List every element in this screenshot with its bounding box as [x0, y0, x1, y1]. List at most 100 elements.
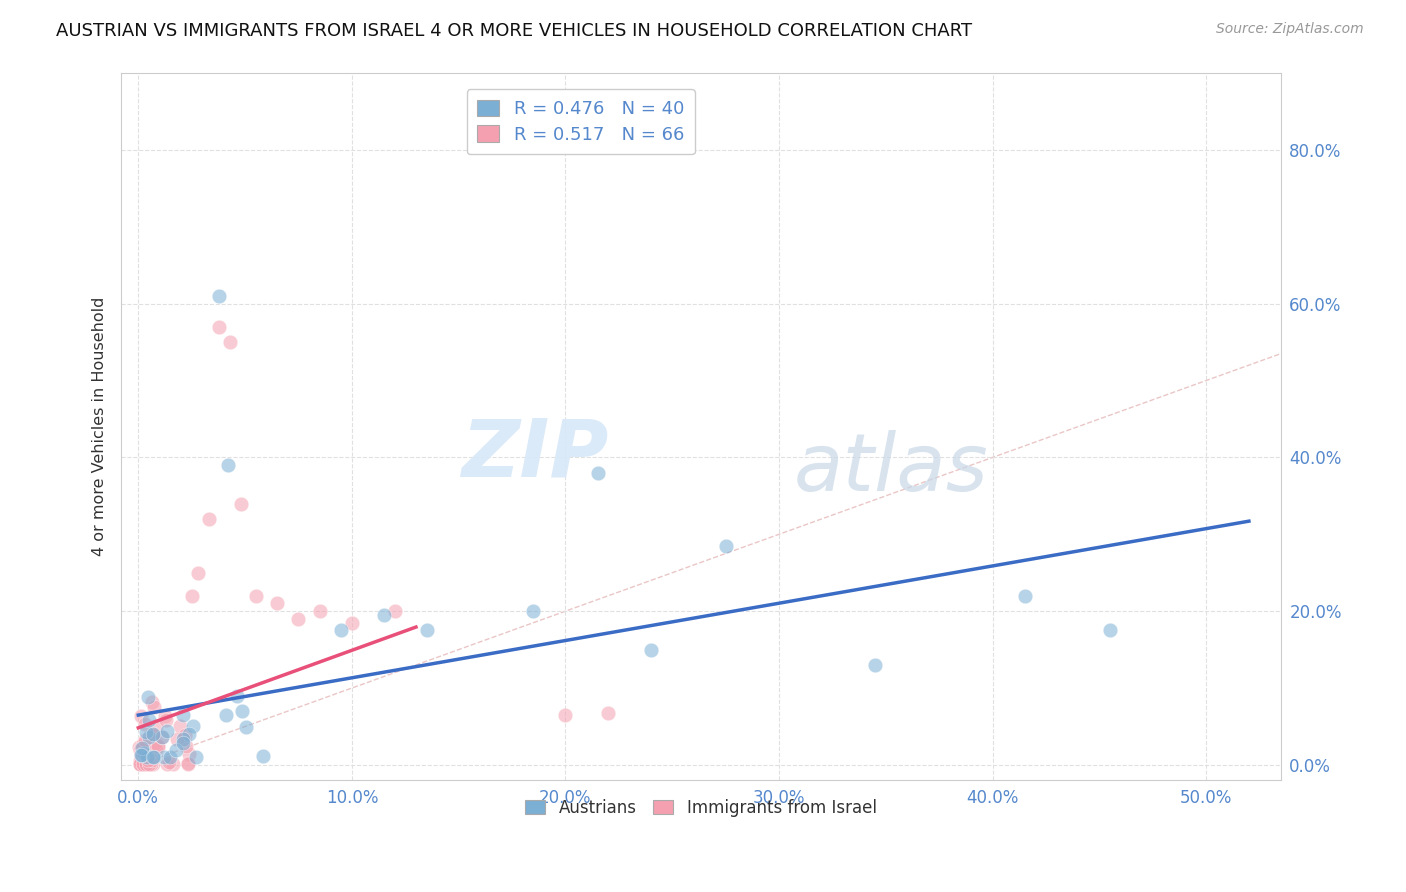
Point — [219, 334, 242, 349]
Point — [863, 657, 886, 672]
Point — [640, 642, 662, 657]
Point — [208, 319, 231, 334]
Point — [135, 757, 157, 772]
Point — [142, 727, 165, 741]
Point — [157, 756, 180, 770]
Text: Source: ZipAtlas.com: Source: ZipAtlas.com — [1216, 22, 1364, 37]
Point — [1099, 624, 1122, 638]
Point — [142, 757, 165, 772]
Point — [135, 724, 157, 739]
Point — [138, 730, 160, 744]
Point — [176, 756, 198, 770]
Point — [131, 737, 153, 751]
Point — [141, 728, 163, 742]
Point — [415, 624, 437, 638]
Point — [142, 750, 165, 764]
Point — [225, 690, 247, 704]
Point — [156, 723, 179, 738]
Point — [132, 739, 155, 754]
Point — [266, 597, 288, 611]
Point — [245, 589, 267, 603]
Point — [129, 757, 152, 772]
Point — [145, 742, 167, 756]
Point — [132, 746, 155, 760]
Point — [252, 748, 274, 763]
Point — [141, 753, 163, 767]
Point — [134, 733, 156, 747]
Point — [129, 757, 152, 772]
Point — [235, 721, 257, 735]
Point — [132, 757, 155, 772]
Point — [150, 731, 173, 745]
Legend: Austrians, Immigrants from Israel: Austrians, Immigrants from Israel — [517, 790, 886, 825]
Point — [165, 743, 187, 757]
Point — [143, 699, 166, 714]
Point — [197, 512, 219, 526]
Point — [129, 752, 152, 766]
Point — [181, 719, 204, 733]
Point — [153, 750, 176, 764]
Point — [330, 624, 353, 638]
Point — [138, 753, 160, 767]
Point — [131, 747, 153, 762]
Point — [598, 706, 620, 720]
Point — [129, 740, 152, 755]
Point — [150, 730, 173, 744]
Point — [180, 589, 202, 603]
Point — [138, 714, 160, 728]
Point — [159, 750, 181, 764]
Point — [129, 709, 152, 723]
Point — [231, 705, 253, 719]
Point — [172, 736, 194, 750]
Point — [128, 757, 150, 772]
Point — [129, 747, 152, 761]
Point — [373, 607, 395, 622]
Point — [229, 496, 252, 510]
Point — [132, 757, 155, 772]
Point — [217, 458, 239, 472]
Point — [141, 695, 163, 709]
Text: ZIP: ZIP — [461, 416, 609, 494]
Point — [187, 566, 209, 580]
Point — [145, 719, 167, 733]
Point — [131, 740, 153, 755]
Point — [340, 615, 363, 630]
Point — [172, 732, 194, 747]
Point — [135, 747, 157, 762]
Point — [139, 757, 162, 772]
Point — [1014, 589, 1036, 603]
Point — [287, 612, 309, 626]
Point — [174, 739, 197, 753]
Point — [174, 729, 197, 743]
Point — [128, 754, 150, 768]
Point — [208, 289, 231, 303]
Point — [128, 742, 150, 756]
Point — [146, 739, 169, 754]
Point — [142, 750, 165, 764]
Point — [177, 726, 200, 740]
Point — [177, 757, 200, 772]
Point — [132, 749, 155, 764]
Text: atlas: atlas — [794, 430, 988, 508]
Point — [308, 604, 330, 618]
Point — [155, 714, 177, 728]
Point — [522, 604, 544, 618]
Point — [132, 752, 155, 766]
Point — [138, 757, 160, 772]
Point — [586, 466, 609, 480]
Point — [132, 747, 155, 762]
Point — [156, 757, 179, 772]
Point — [179, 747, 201, 761]
Point — [169, 719, 191, 733]
Text: AUSTRIAN VS IMMIGRANTS FROM ISRAEL 4 OR MORE VEHICLES IN HOUSEHOLD CORRELATION C: AUSTRIAN VS IMMIGRANTS FROM ISRAEL 4 OR … — [56, 22, 973, 40]
Point — [554, 708, 576, 723]
Point — [132, 745, 155, 759]
Point — [173, 731, 195, 746]
Point — [215, 708, 238, 723]
Point — [129, 748, 152, 763]
Point — [136, 690, 159, 704]
Point — [162, 757, 184, 772]
Point — [132, 746, 155, 760]
Point — [153, 709, 176, 723]
Point — [148, 739, 170, 753]
